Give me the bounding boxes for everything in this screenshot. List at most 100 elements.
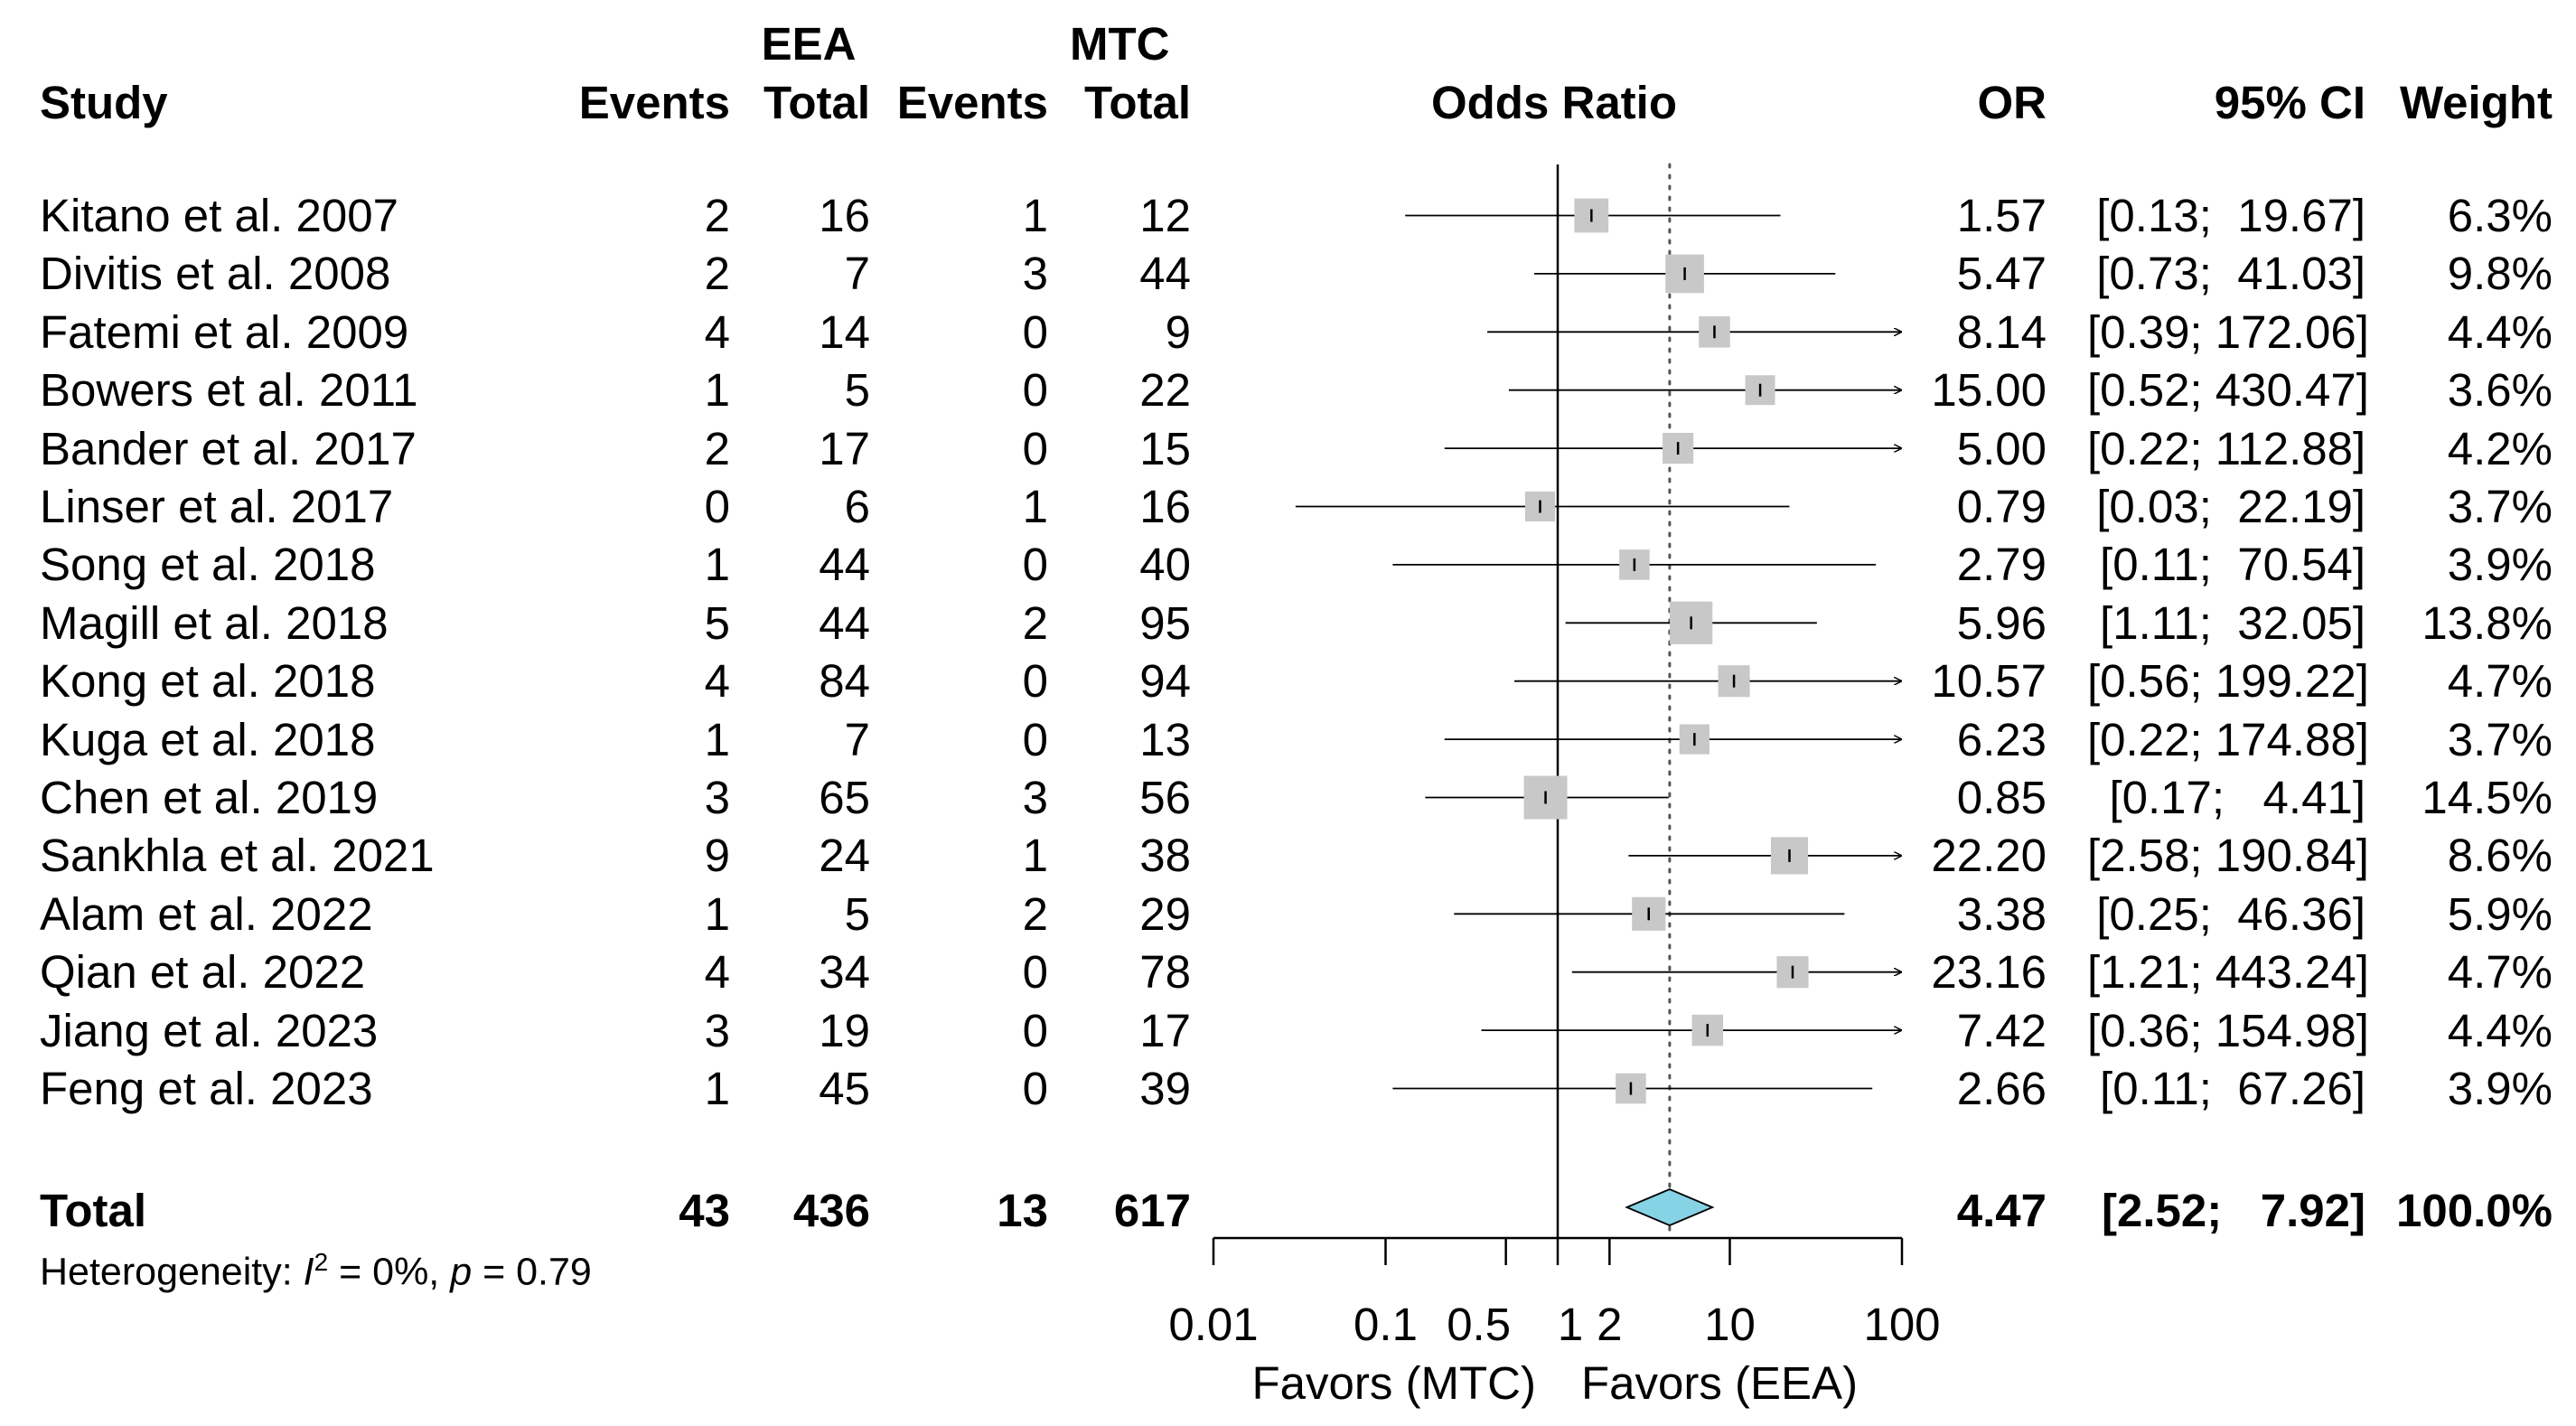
row-n1: 17 bbox=[819, 422, 870, 474]
row-n1: 65 bbox=[819, 772, 870, 823]
row-or: 7.42 bbox=[1956, 1004, 2047, 1056]
row-e1: 9 bbox=[704, 830, 730, 882]
row-ci: [0.17; 4.41] bbox=[2109, 772, 2365, 823]
ci-header: 95% CI bbox=[2214, 77, 2365, 128]
row-name: Sankhla et al. 2021 bbox=[40, 830, 435, 882]
row-n1: 16 bbox=[819, 190, 870, 241]
row-e2: 0 bbox=[1022, 422, 1048, 474]
row-n1: 7 bbox=[844, 713, 870, 765]
row-name: Alam et al. 2022 bbox=[40, 887, 373, 940]
row-n2: 38 bbox=[1139, 830, 1191, 882]
row-weight: 13.8% bbox=[2421, 596, 2553, 649]
row-ci: [0.39; 172.06] bbox=[2087, 305, 2369, 358]
row-name: Kuga et al. 2018 bbox=[40, 713, 376, 765]
events1-header: Events bbox=[578, 77, 730, 128]
row-e1: 2 bbox=[704, 190, 730, 241]
row-n2: 12 bbox=[1139, 190, 1191, 241]
row-e1: 1 bbox=[704, 713, 730, 765]
row-ci: [1.11; 32.05] bbox=[2100, 596, 2365, 649]
x-tick-label: 0.01 bbox=[1168, 1299, 1259, 1350]
row-n2: 44 bbox=[1139, 248, 1191, 300]
row-n1: 19 bbox=[819, 1004, 870, 1056]
row-n1: 5 bbox=[844, 887, 870, 940]
group1-header: EEA bbox=[761, 18, 857, 70]
row-e1: 0 bbox=[704, 481, 730, 532]
row-e1: 1 bbox=[704, 887, 730, 940]
row-weight: 4.7% bbox=[2447, 946, 2553, 999]
row-n2: 16 bbox=[1139, 481, 1191, 532]
row-weight: 3.9% bbox=[2447, 1063, 2553, 1114]
x-tick-label: 100 bbox=[1863, 1299, 1941, 1350]
row-or: 5.00 bbox=[1956, 422, 2047, 474]
row-n1: 24 bbox=[819, 830, 870, 882]
row-e2: 3 bbox=[1022, 248, 1048, 300]
or-header: OR bbox=[1977, 77, 2047, 128]
row-weight: 3.6% bbox=[2447, 364, 2553, 417]
row-ci: [0.11; 67.26] bbox=[2100, 1063, 2365, 1114]
row-n2: 95 bbox=[1139, 596, 1191, 649]
row-name: Feng et al. 2023 bbox=[40, 1063, 373, 1114]
row-e2: 1 bbox=[1022, 481, 1048, 532]
row-name: Kitano et al. 2007 bbox=[40, 190, 398, 241]
row-n1: 45 bbox=[819, 1063, 870, 1114]
row-e1: 4 bbox=[704, 305, 730, 358]
row-n2: 9 bbox=[1165, 305, 1191, 358]
row-weight: 14.5% bbox=[2421, 772, 2553, 823]
row-or: 22.20 bbox=[1931, 830, 2047, 882]
total2-header: Total bbox=[1083, 77, 1191, 128]
row-n2: 29 bbox=[1139, 887, 1191, 940]
row-or: 2.79 bbox=[1956, 539, 2047, 591]
row-name: Kong et al. 2018 bbox=[40, 655, 376, 708]
x-tick-label: 0.5 bbox=[1447, 1299, 1512, 1350]
total-or: 4.47 bbox=[1956, 1185, 2047, 1236]
row-e1: 1 bbox=[704, 364, 730, 417]
study-header: Study bbox=[40, 77, 168, 128]
row-e2: 0 bbox=[1022, 946, 1048, 999]
row-or: 1.57 bbox=[1956, 190, 2047, 241]
row-name: Chen et al. 2019 bbox=[40, 772, 379, 823]
row-ci: [0.22; 174.88] bbox=[2087, 713, 2369, 765]
row-e2: 0 bbox=[1022, 539, 1048, 591]
row-e1: 5 bbox=[704, 596, 730, 649]
row-ci: [2.58; 190.84] bbox=[2087, 830, 2369, 882]
favors-right-label: Favors (EEA) bbox=[1581, 1357, 1859, 1409]
row-or: 6.23 bbox=[1956, 713, 2047, 765]
row-name: Magill et al. 2018 bbox=[40, 596, 389, 649]
row-ci: [0.73; 41.03] bbox=[2096, 248, 2365, 300]
row-or: 10.57 bbox=[1931, 655, 2047, 708]
row-ci: [1.21; 443.24] bbox=[2087, 946, 2369, 999]
row-weight: 9.8% bbox=[2447, 248, 2553, 300]
total-ci: [2.52; 7.92] bbox=[2102, 1185, 2365, 1236]
row-ci: [0.03; 22.19] bbox=[2096, 481, 2365, 532]
row-e1: 1 bbox=[704, 1063, 730, 1114]
total-total1: 436 bbox=[792, 1185, 870, 1236]
total-weight: 100.0% bbox=[2396, 1185, 2553, 1236]
row-name: Divitis et al. 2008 bbox=[40, 248, 391, 300]
row-or: 5.96 bbox=[1956, 596, 2047, 649]
row-n1: 6 bbox=[844, 481, 870, 532]
row-weight: 3.9% bbox=[2447, 539, 2553, 591]
row-e1: 1 bbox=[704, 539, 730, 591]
row-e1: 3 bbox=[704, 772, 730, 823]
row-ci: [0.22; 112.88] bbox=[2087, 422, 2366, 474]
row-ci: [0.11; 70.54] bbox=[2100, 539, 2365, 591]
row-ci: [0.13; 19.67] bbox=[2096, 190, 2365, 241]
row-n2: 39 bbox=[1139, 1063, 1191, 1114]
row-n1: 84 bbox=[819, 655, 870, 708]
row-e2: 0 bbox=[1022, 364, 1048, 417]
row-weight: 3.7% bbox=[2447, 713, 2553, 765]
row-or: 8.14 bbox=[1956, 305, 2047, 358]
row-ci: [0.52; 430.47] bbox=[2087, 364, 2369, 417]
row-n2: 13 bbox=[1139, 713, 1191, 765]
events2-header: Events bbox=[896, 77, 1048, 128]
row-or: 23.16 bbox=[1931, 946, 2047, 999]
row-name: Fatemi et al. 2009 bbox=[40, 305, 409, 358]
weight-header: Weight bbox=[2399, 77, 2553, 128]
plot-header: Odds Ratio bbox=[1430, 77, 1677, 128]
row-ci: [0.25; 46.36] bbox=[2096, 887, 2365, 940]
row-n2: 15 bbox=[1139, 422, 1191, 474]
row-n1: 34 bbox=[819, 946, 870, 999]
row-e1: 4 bbox=[704, 946, 730, 999]
row-n1: 14 bbox=[819, 305, 870, 358]
